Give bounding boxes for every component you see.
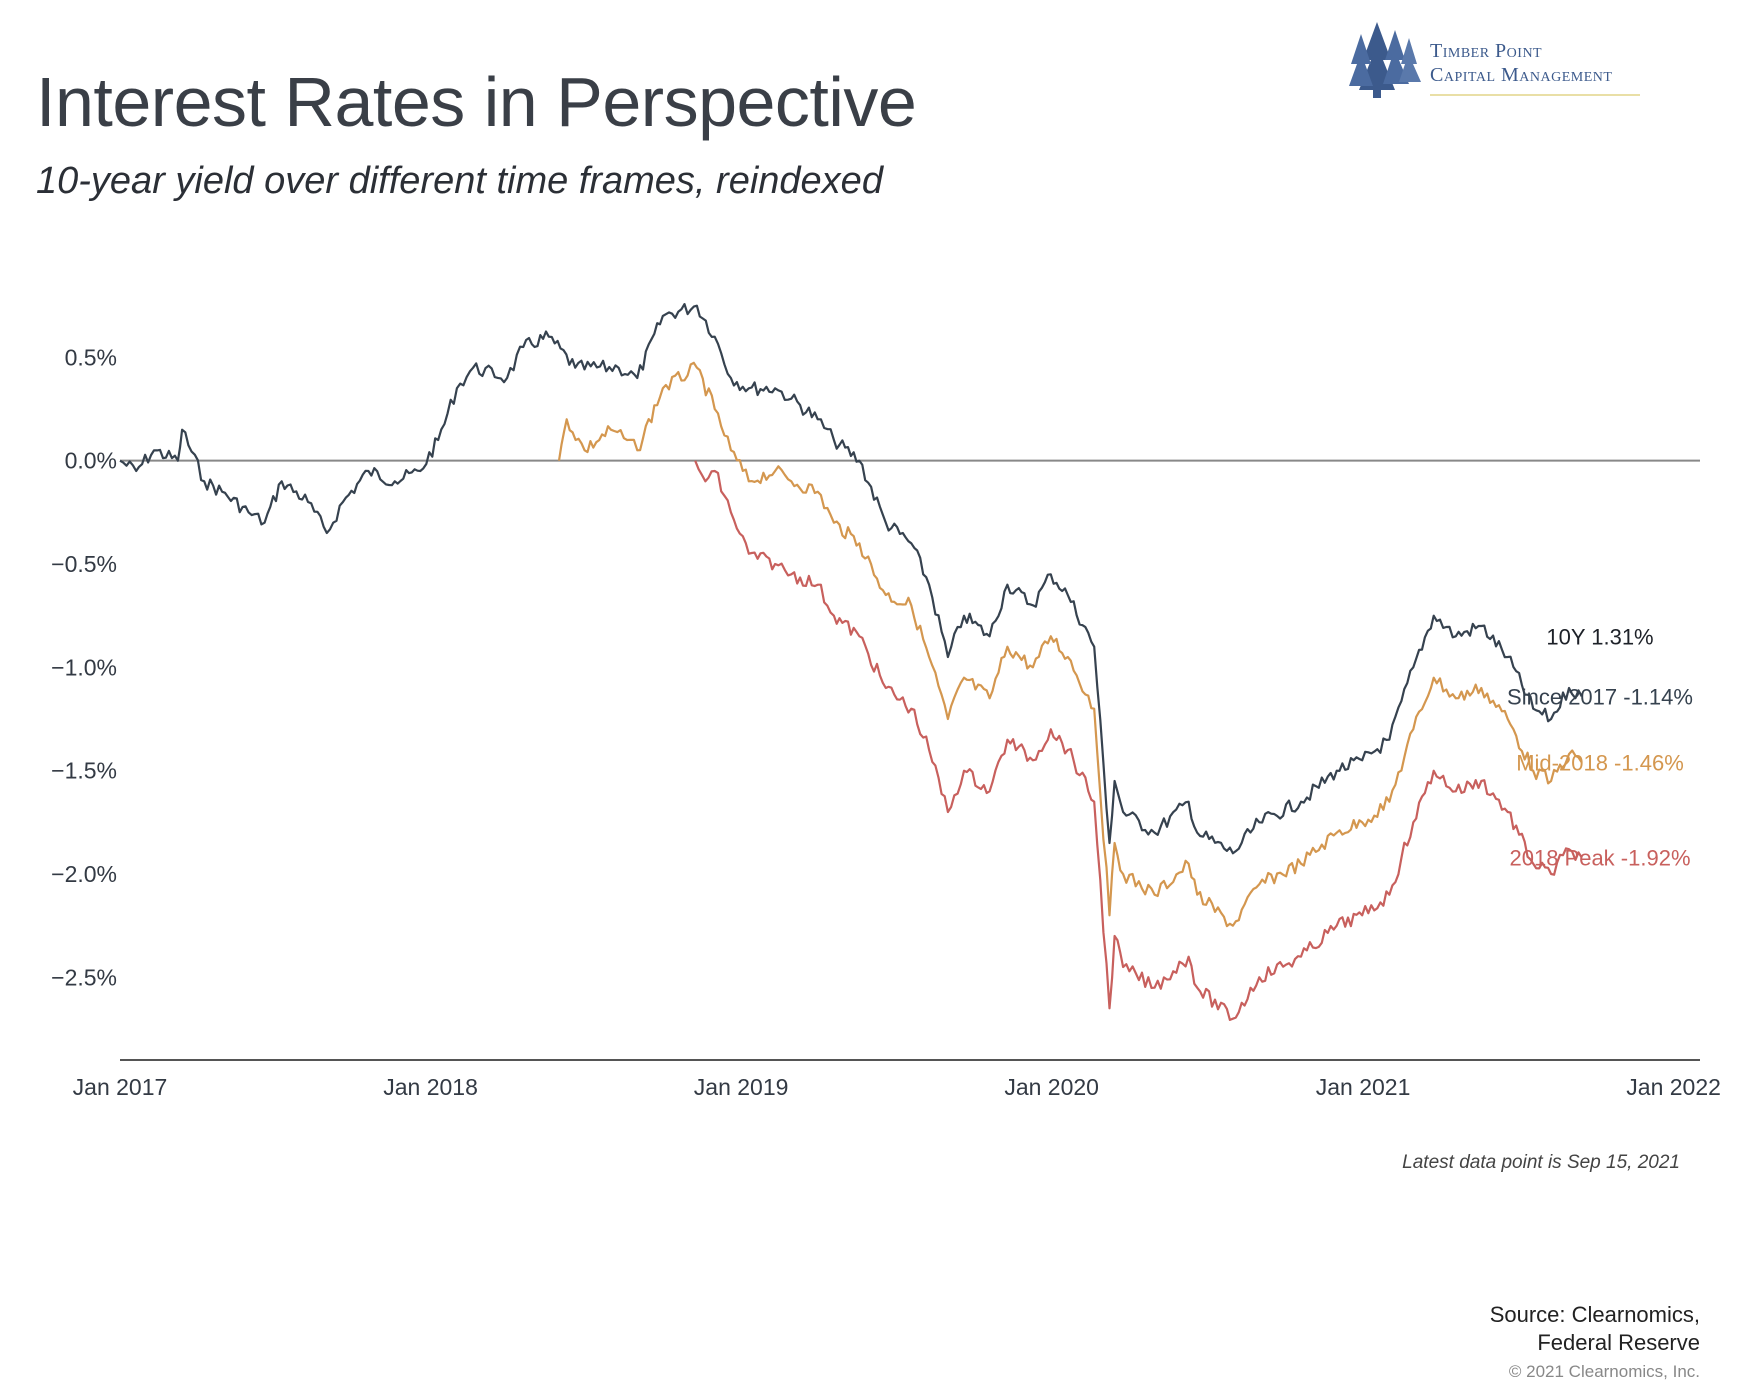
end-label-since-2017: Since 2017 -1.14% bbox=[1507, 684, 1693, 709]
y-tick-label: −2.0% bbox=[51, 861, 117, 887]
end-labels: 10Y 1.31% Since 2017 -1.14% Mid-2018 -1.46… bbox=[1507, 624, 1693, 870]
y-axis: 0.5% 0.0% −0.5% −1.0% −1.5% −2.0% −2.5% bbox=[51, 344, 117, 990]
end-label-2018-peak: 2018 Peak -1.92% bbox=[1509, 845, 1690, 870]
y-tick-label: 0.5% bbox=[65, 344, 117, 370]
copyright: © 2021 Clearnomics, Inc. bbox=[1508, 1362, 1700, 1381]
x-axis: Jan 2017 Jan 2018 Jan 2019 Jan 2020 Jan 2021… bbox=[73, 1074, 1721, 1100]
pine-trees-icon bbox=[1349, 22, 1421, 98]
x-tick-label: Jan 2019 bbox=[694, 1074, 789, 1100]
x-tick-label: Jan 2017 bbox=[73, 1074, 168, 1100]
source-line-2: Federal Reserve bbox=[1537, 1330, 1700, 1355]
y-tick-label: −0.5% bbox=[51, 551, 117, 577]
y-tick-label: −2.5% bbox=[51, 964, 117, 990]
series-line-mid-2018 bbox=[557, 361, 1583, 928]
x-tick-label: Jan 2021 bbox=[1316, 1074, 1411, 1100]
chart-title: Interest Rates in Perspective bbox=[36, 63, 917, 141]
end-label-mid-2018: Mid-2018 -1.46% bbox=[1516, 750, 1684, 775]
logo-line-1: Timber Point bbox=[1430, 40, 1543, 62]
y-tick-label: −1.0% bbox=[51, 654, 117, 680]
y-tick-label: 0.0% bbox=[65, 448, 117, 474]
header-label-10y: 10Y 1.31% bbox=[1546, 624, 1653, 649]
series-line-since-2017 bbox=[119, 303, 1583, 855]
source-line-1: Source: Clearnomics, bbox=[1489, 1302, 1700, 1327]
x-tick-label: Jan 2022 bbox=[1626, 1074, 1721, 1100]
company-logo: Timber Point Capital Management bbox=[1345, 20, 1665, 100]
logo-line-2: Capital Management bbox=[1430, 64, 1613, 86]
x-tick-label: Jan 2018 bbox=[383, 1074, 478, 1100]
chart-subtitle: 10-year yield over different time frames… bbox=[36, 160, 883, 202]
series-group bbox=[119, 303, 1583, 1021]
x-tick-label: Jan 2020 bbox=[1004, 1074, 1099, 1100]
y-tick-label: −1.5% bbox=[51, 758, 117, 784]
series-line-2018-peak bbox=[694, 460, 1583, 1021]
logo-underline bbox=[1430, 94, 1640, 96]
latest-data-note: Latest data point is Sep 15, 2021 bbox=[1402, 1152, 1680, 1173]
